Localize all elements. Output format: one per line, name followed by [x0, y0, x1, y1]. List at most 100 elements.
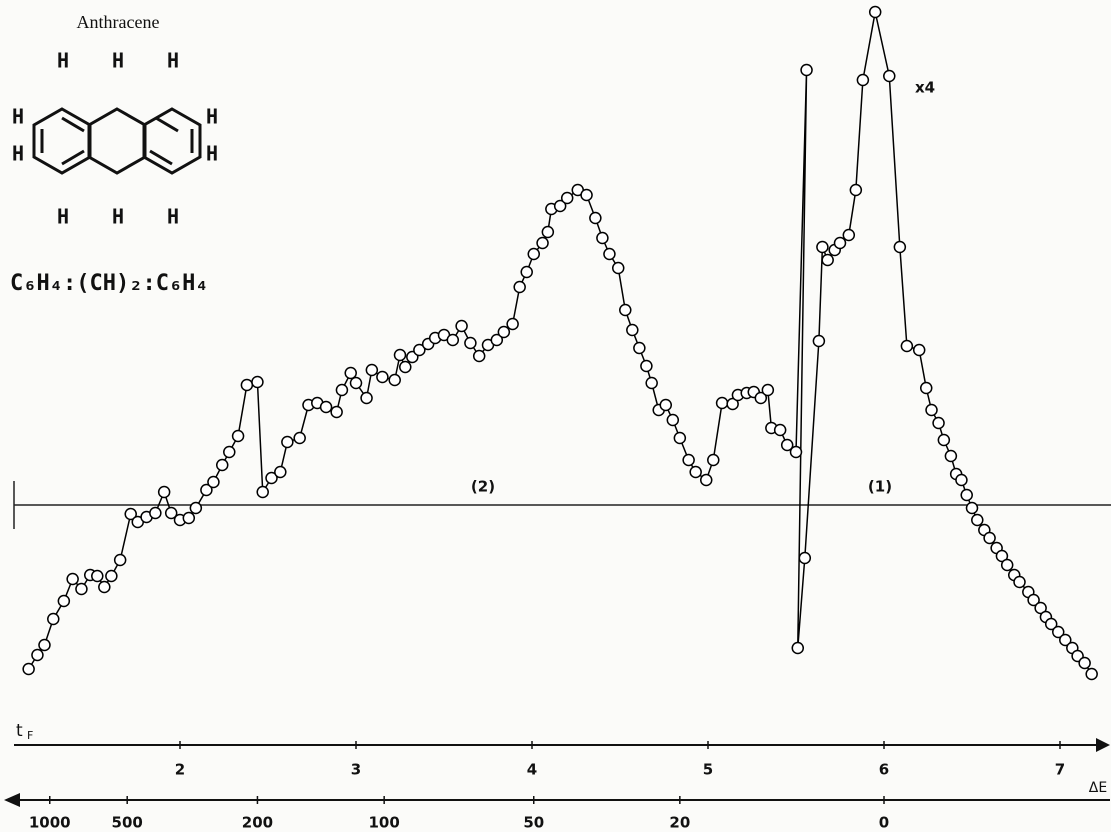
delta-e-tick-label: 0 [879, 814, 889, 832]
data-line [28, 11, 1093, 675]
data-point [965, 501, 979, 515]
x-tick-label: 5 [703, 761, 713, 779]
data-point [1085, 667, 1098, 681]
data-point [773, 423, 787, 437]
data-point [1027, 593, 1040, 607]
data-point [633, 341, 646, 355]
data-point [833, 236, 847, 250]
x-tick-label: 2 [175, 761, 185, 779]
x-axis-arrow [1096, 738, 1110, 752]
data-point [789, 445, 803, 459]
data-point [1000, 558, 1014, 572]
atom-label: H [112, 49, 124, 73]
data-point [281, 435, 294, 449]
data-point [589, 211, 602, 225]
data-point [780, 438, 794, 452]
atom-label: H [12, 142, 24, 166]
data-point [231, 429, 245, 443]
data-point [157, 485, 171, 499]
data-point [1059, 633, 1072, 647]
data-point [1034, 601, 1047, 615]
delta-e-axis-label: ΔE [1089, 780, 1107, 796]
data-point [388, 373, 401, 387]
delta-e-tick-label: 100 [369, 814, 400, 832]
data-point [1051, 625, 1065, 639]
atom-label: H [206, 142, 218, 166]
data-point [149, 506, 162, 520]
data-point [925, 403, 938, 417]
data-point [659, 398, 673, 412]
x-tick-label: 3 [351, 761, 361, 779]
data-point [57, 594, 71, 608]
data-point [330, 405, 343, 419]
data-point [536, 236, 549, 250]
data-point [349, 376, 363, 390]
data-point [893, 240, 907, 254]
data-point [31, 648, 44, 662]
data-point [580, 188, 593, 202]
delta-e-tick-label: 50 [523, 814, 544, 832]
data-point [919, 381, 933, 395]
data-point [91, 569, 104, 583]
x-axis-label: t [16, 721, 23, 741]
data-point [726, 397, 739, 411]
data-point [251, 375, 264, 389]
data-point [22, 662, 35, 676]
data-point [816, 240, 829, 254]
data-point [256, 485, 269, 499]
data-point [472, 349, 486, 363]
data-point [560, 191, 574, 205]
data-point [98, 580, 111, 594]
data-point [960, 488, 973, 502]
data-point [983, 531, 996, 545]
atom-label: H [167, 49, 179, 73]
delta-e-tick-label: 500 [112, 814, 143, 832]
data-point [376, 370, 389, 384]
data-point [464, 336, 477, 350]
data-point [619, 303, 632, 317]
data-point [937, 433, 951, 447]
data-point [124, 507, 137, 521]
data-point [645, 376, 658, 390]
data-point [446, 333, 460, 347]
data-point [513, 280, 526, 294]
annotation: (1) [868, 478, 892, 496]
data-point [812, 334, 826, 348]
data-point [603, 247, 616, 261]
data-point [189, 501, 203, 515]
data-point [274, 465, 287, 479]
data-point [971, 513, 984, 527]
x-tick-label: 6 [879, 761, 889, 779]
data-point [596, 231, 609, 245]
data-point [761, 383, 775, 397]
data-point [215, 458, 229, 472]
data-point [223, 445, 236, 459]
delta-e-tick-label: 20 [669, 814, 690, 832]
data-point [38, 638, 51, 652]
molecule-structure [32, 107, 202, 175]
data-point [932, 416, 945, 430]
data-point [900, 339, 914, 353]
data-point [527, 247, 541, 261]
data-point [1013, 575, 1026, 589]
x-axis-label-sub: F [27, 729, 33, 742]
x-tick-label: 7 [1055, 761, 1065, 779]
data-point [798, 551, 812, 565]
data-point [754, 391, 768, 405]
atom-label: H [206, 105, 218, 129]
data-point [673, 431, 687, 445]
molecule-name: Anthracene [77, 12, 160, 32]
atom-label: H [57, 205, 69, 229]
data-point [1044, 617, 1058, 631]
data-point [699, 473, 713, 487]
data-point [335, 383, 349, 397]
molecule-formula: C₆H₄:(CH)₂:C₆H₄ [10, 271, 209, 296]
data-point [955, 473, 968, 487]
data-point [883, 69, 896, 83]
data-point [506, 317, 519, 331]
data-point [200, 483, 213, 497]
data-point [66, 572, 79, 586]
delta-e-tick-label: 200 [242, 814, 273, 832]
data-point [800, 63, 813, 77]
delta-e-axis-arrow [4, 793, 20, 807]
